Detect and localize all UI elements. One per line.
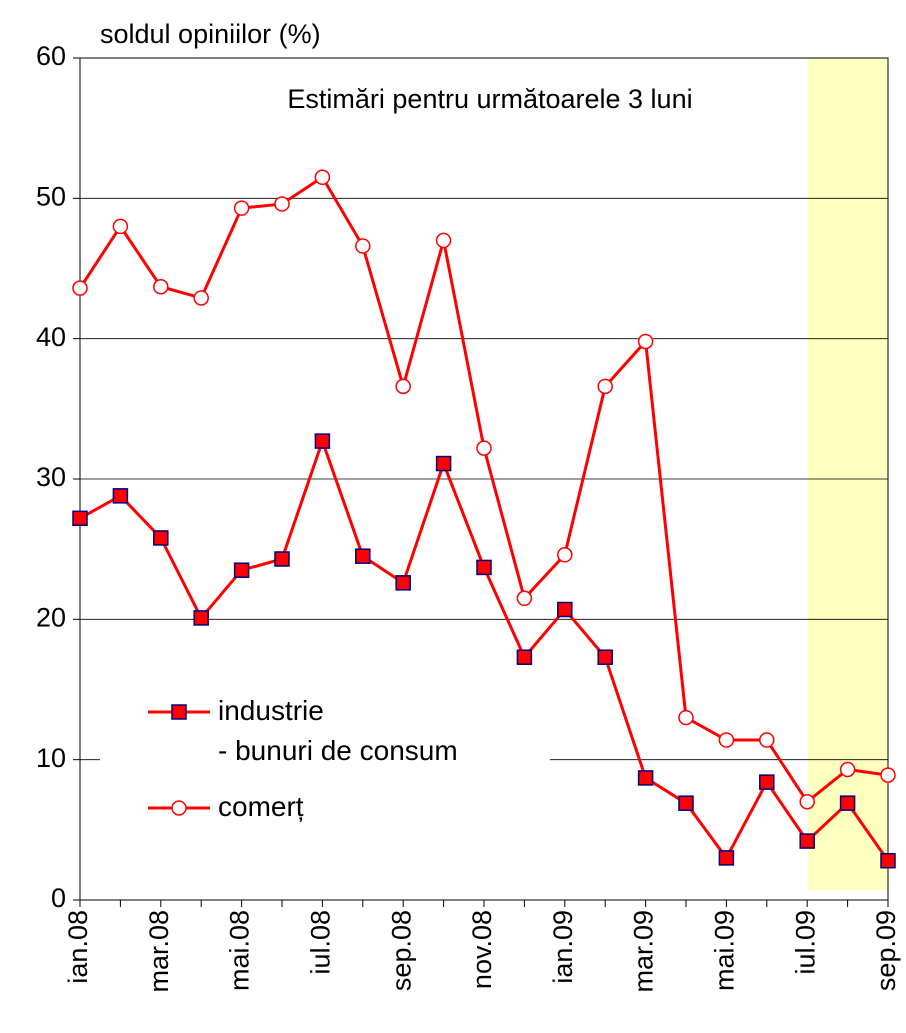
marker <box>72 510 88 527</box>
marker <box>839 761 856 778</box>
x-tick-label: ian.09 <box>548 910 578 984</box>
marker <box>233 200 250 216</box>
x-tick-label: sep.09 <box>871 910 901 991</box>
marker <box>314 433 331 449</box>
marker <box>637 770 654 786</box>
marker <box>153 530 169 546</box>
marker <box>314 169 331 186</box>
y-axis-title: soldul opiniilor (%) <box>100 19 321 49</box>
x-tick-label: ian.08 <box>63 910 93 984</box>
marker <box>839 795 856 811</box>
marker <box>678 709 694 726</box>
marker <box>637 333 654 350</box>
marker <box>193 610 209 626</box>
marker <box>193 290 209 306</box>
legend: industrie - bunuri de consum comerț <box>148 695 458 822</box>
y-tick-label: 30 <box>36 462 66 492</box>
marker <box>395 378 411 395</box>
marker <box>678 795 694 811</box>
marker <box>880 767 896 783</box>
marker <box>880 852 896 869</box>
marker <box>476 440 492 456</box>
marker <box>274 551 290 567</box>
marker <box>274 196 290 212</box>
y-tick-label: 50 <box>36 181 66 211</box>
marker <box>718 850 735 866</box>
x-tick-label: mai.08 <box>225 910 255 991</box>
legend-text: industrie - bunuri de consum <box>218 695 458 766</box>
x-tick-label: mai.09 <box>710 910 740 991</box>
marker <box>759 732 775 748</box>
x-tick-label: mar.09 <box>629 910 659 993</box>
y-tick-label: 60 <box>36 41 66 71</box>
x-tick-label: nov.08 <box>467 910 497 989</box>
marker <box>72 280 88 296</box>
marker <box>112 488 129 504</box>
marker <box>395 575 411 591</box>
highlight-band <box>808 58 888 890</box>
marker <box>435 232 452 249</box>
marker <box>799 794 815 810</box>
plot-frame <box>79 57 889 901</box>
y-tick-label: 40 <box>36 322 66 352</box>
marker <box>355 238 371 254</box>
y-tick-label: 0 <box>51 883 66 913</box>
series <box>72 169 896 869</box>
x-tick-label: iul.08 <box>306 910 336 975</box>
marker <box>476 559 492 576</box>
marker <box>355 548 371 564</box>
marker <box>597 378 613 395</box>
legend-label: comerț <box>218 791 304 822</box>
y-tick-label: 20 <box>36 602 66 632</box>
marker <box>516 590 533 607</box>
marker <box>718 732 735 748</box>
chart-title: Estimări pentru următoarele 3 luni <box>287 84 692 114</box>
marker <box>557 547 573 563</box>
y-tick-label: 10 <box>36 743 66 773</box>
marker <box>153 278 169 295</box>
marker <box>233 562 250 578</box>
marker <box>759 774 775 790</box>
marker <box>435 455 452 472</box>
marker <box>171 800 187 816</box>
x-tick-label: iul.09 <box>790 910 820 975</box>
marker <box>799 833 815 849</box>
legend-text: comerț <box>218 791 304 822</box>
x-tick-label: mar.08 <box>144 910 174 993</box>
marker <box>557 601 573 618</box>
legend-label: industrie - bunuri de consum <box>218 695 458 766</box>
x-tick-label: sep.08 <box>386 910 416 991</box>
marker <box>171 704 187 720</box>
marker <box>597 649 613 665</box>
marker <box>112 218 129 235</box>
marker <box>516 649 533 665</box>
